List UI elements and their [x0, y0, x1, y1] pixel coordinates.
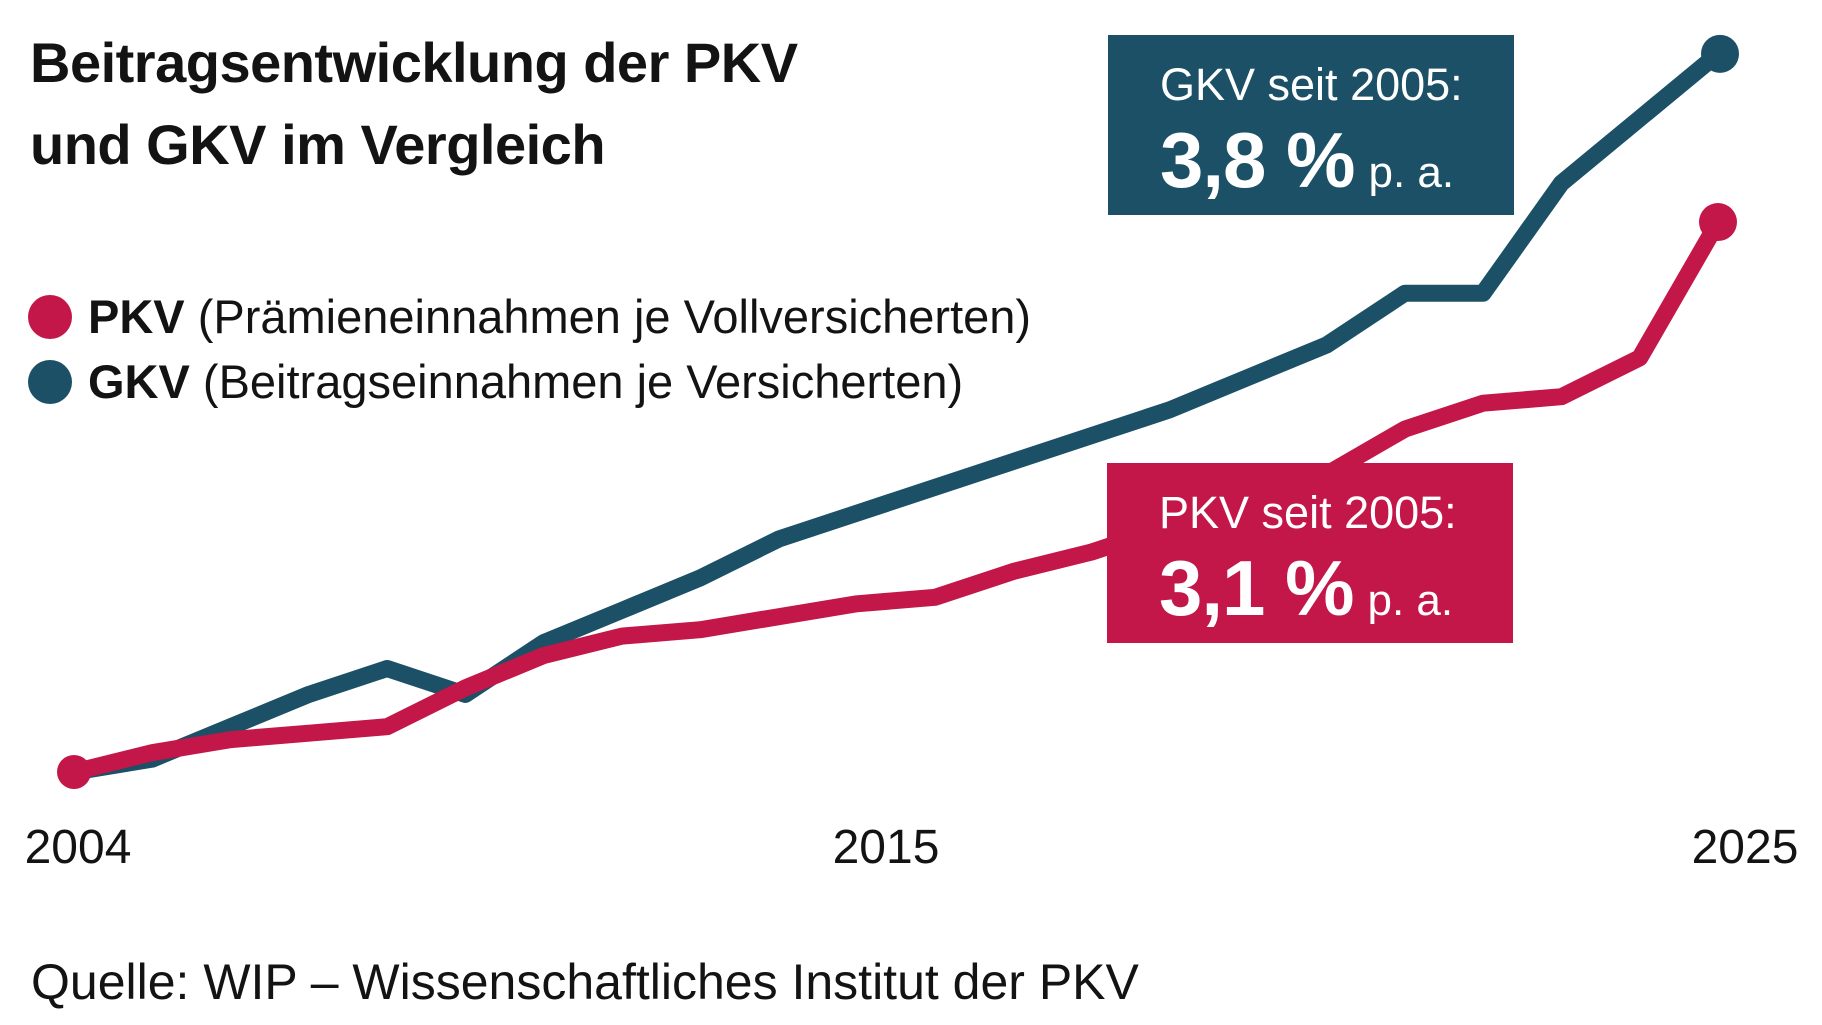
pkv-callout-title: PKV seit 2005:	[1159, 487, 1457, 538]
gkv-line	[72, 47, 1724, 781]
x-tick-label-2015: 2015	[832, 821, 940, 874]
legend-item-gkv: GKV (Beitragseinnahmen je Versicherten)	[28, 349, 1031, 414]
pkv-end-dot	[1699, 203, 1737, 242]
pkv-legend-dot-icon	[28, 294, 72, 339]
pkv-callout-rate: 3,1 % p. a.	[1159, 543, 1513, 634]
chart-title: Beitragsentwicklung der PKV und GKV im V…	[30, 22, 798, 186]
gkv-callout-title: GKV seit 2005:	[1160, 59, 1463, 110]
pkv-callout-suffix: p. a.	[1367, 576, 1454, 625]
legend-label-gkv: GKV	[88, 355, 190, 408]
gkv-callout-rate: 3,8 % p. a.	[1160, 115, 1514, 206]
gkv-legend-dot-icon	[28, 359, 72, 404]
gkv-callout: GKV seit 2005: 3,8 % p. a.	[1108, 35, 1514, 215]
pkv-line	[71, 217, 1726, 781]
chart-title-line2: und GKV im Vergleich	[30, 113, 606, 176]
legend-text-pkv: PKV (Prämieneinnahmen je Vollversicherte…	[88, 289, 1031, 344]
gkv-callout-value: 3,8 %	[1160, 116, 1355, 204]
gkv-callout-suffix: p. a.	[1368, 148, 1455, 197]
legend-label-pkv: PKV	[88, 290, 185, 343]
x-tick-label-2025: 2025	[1691, 821, 1799, 874]
pkv-callout: PKV seit 2005: 3,1 % p. a.	[1107, 463, 1513, 643]
x-tick-label-2004: 2004	[24, 821, 132, 874]
source-note: Quelle: WIP – Wissenschaftliches Institu…	[31, 954, 1139, 1010]
legend-desc-pkv: (Prämieneinnahmen je Vollversicherten)	[197, 290, 1032, 343]
legend-desc-gkv: (Beitragseinnahmen je Versicherten)	[202, 355, 964, 408]
pkv-start-dot	[57, 755, 91, 789]
gkv-end-dot	[1701, 34, 1739, 73]
pkv-callout-value: 3,1 %	[1159, 544, 1354, 632]
legend-text-gkv: GKV (Beitragseinnahmen je Versicherten)	[88, 354, 963, 409]
legend: PKV (Prämieneinnahmen je Vollversicherte…	[28, 284, 1031, 414]
legend-item-pkv: PKV (Prämieneinnahmen je Vollversicherte…	[28, 284, 1031, 349]
chart-title-line1: Beitragsentwicklung der PKV	[30, 31, 798, 94]
